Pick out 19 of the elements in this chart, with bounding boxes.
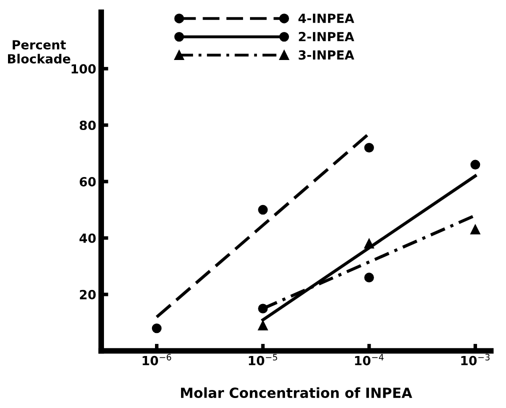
point: [364, 272, 374, 282]
point: [470, 224, 480, 234]
y-tick-label: 60: [80, 177, 96, 186]
x-tick-label: 10$^{−6}$: [142, 354, 172, 366]
y-tick-label: 100: [72, 64, 96, 74]
x-tick-label: 10$^{−5}$: [248, 354, 278, 366]
legend-label: 2-INPEA: [298, 32, 354, 42]
y-tick-label: 80: [80, 120, 96, 130]
point: [470, 160, 480, 170]
legend-label: 4-INPEA: [298, 14, 354, 23]
point: [364, 238, 374, 249]
x-tick-label: 10$^{−3}$: [461, 354, 490, 366]
y-tick-label: 40: [80, 233, 96, 243]
x-tick-label: 10$^{−4}$: [355, 354, 384, 366]
point: [258, 320, 268, 330]
legend-label: 3-INPEA: [298, 50, 354, 60]
x-axis-title: Molar Concentration of INPEA: [181, 387, 412, 398]
y-tick-label: 20: [80, 290, 96, 300]
y-axis-title: Percent Blockade: [8, 40, 70, 64]
